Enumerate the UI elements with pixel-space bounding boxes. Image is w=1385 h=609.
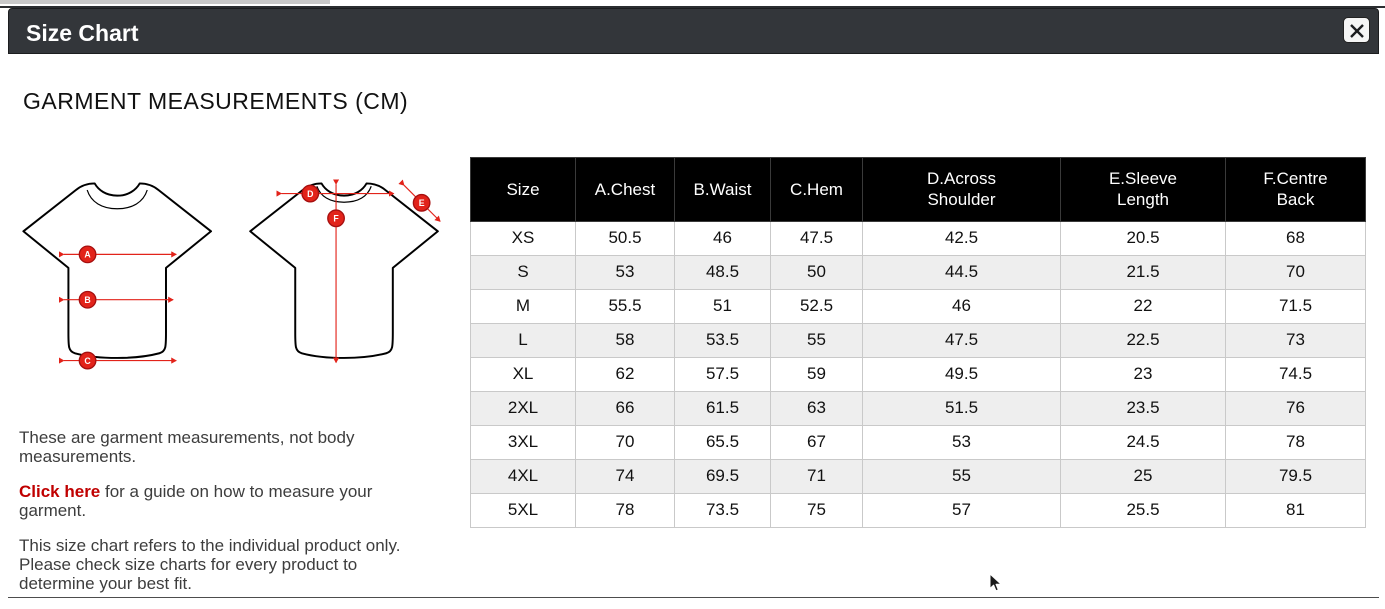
svg-text:B: B bbox=[84, 295, 90, 305]
svg-text:F: F bbox=[333, 214, 339, 224]
svg-text:A: A bbox=[84, 250, 91, 260]
svg-text:D: D bbox=[307, 189, 313, 199]
svg-text:E: E bbox=[419, 198, 425, 208]
svg-text:C: C bbox=[84, 356, 91, 366]
